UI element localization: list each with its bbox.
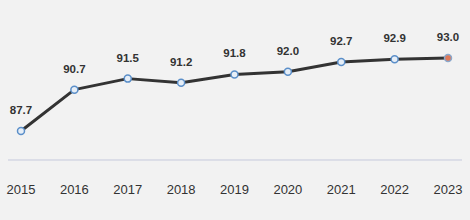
data-line — [21, 58, 448, 131]
line-chart: 2015 2016 2017 2018 2019 2020 2021 2022 2023 87.7… — [0, 0, 470, 220]
data-label: 91.2 — [170, 56, 192, 68]
data-point — [18, 128, 25, 135]
x-tick-label: 2022 — [380, 182, 409, 197]
data-point — [284, 68, 291, 75]
data-point — [71, 86, 78, 93]
x-axis-line — [8, 160, 462, 161]
x-tick-label: 2017 — [113, 182, 142, 197]
data-label: 91.5 — [117, 52, 140, 64]
data-label: 92.9 — [383, 32, 405, 44]
data-point — [391, 56, 398, 63]
x-tick-label: 2021 — [327, 182, 356, 197]
data-point — [178, 79, 185, 86]
data-point — [338, 59, 345, 66]
data-point — [445, 54, 452, 61]
plot-marks — [18, 54, 452, 134]
data-label: 90.7 — [63, 63, 85, 75]
chart-container: 2015 2016 2017 2018 2019 2020 2021 2022 2023 87.7… — [0, 0, 470, 220]
data-label: 92.7 — [330, 35, 352, 47]
data-point — [124, 75, 131, 82]
data-label: 92.0 — [277, 45, 299, 57]
x-tick-label: 2016 — [60, 182, 89, 197]
x-tick-label: 2019 — [220, 182, 249, 197]
x-tick-label: 2015 — [7, 182, 36, 197]
x-tick-label: 2023 — [434, 182, 463, 197]
data-label: 87.7 — [10, 104, 32, 116]
data-label: 91.8 — [223, 47, 246, 59]
x-tick-label: 2018 — [167, 182, 196, 197]
data-point — [231, 71, 238, 78]
data-label: 93.0 — [437, 31, 459, 43]
x-tick-label: 2020 — [273, 182, 302, 197]
